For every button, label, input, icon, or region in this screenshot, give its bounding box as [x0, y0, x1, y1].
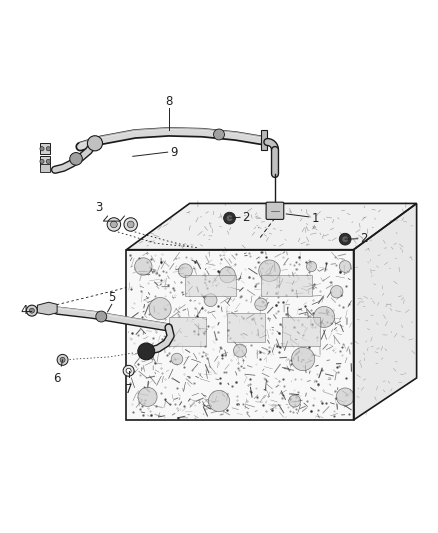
Circle shape — [208, 391, 230, 411]
Circle shape — [110, 221, 117, 228]
Circle shape — [336, 388, 354, 406]
Circle shape — [255, 298, 267, 311]
Bar — [261, 275, 311, 296]
Circle shape — [127, 221, 134, 228]
Polygon shape — [261, 130, 267, 150]
Circle shape — [339, 261, 351, 272]
Circle shape — [219, 267, 235, 283]
Text: 7: 7 — [125, 383, 132, 397]
Circle shape — [107, 217, 120, 231]
Circle shape — [307, 261, 317, 272]
Circle shape — [26, 305, 37, 316]
Text: 5: 5 — [108, 290, 116, 303]
Text: 2: 2 — [242, 211, 250, 224]
Text: 2: 2 — [360, 232, 368, 245]
Circle shape — [60, 357, 65, 362]
Circle shape — [339, 233, 351, 245]
Polygon shape — [127, 204, 417, 249]
Circle shape — [331, 286, 343, 298]
Circle shape — [40, 159, 44, 164]
Text: 4: 4 — [21, 304, 28, 317]
Bar — [169, 317, 206, 346]
Circle shape — [57, 354, 68, 365]
Circle shape — [138, 387, 157, 406]
Circle shape — [314, 306, 335, 327]
Text: 1: 1 — [311, 212, 319, 225]
Bar — [40, 156, 49, 167]
Circle shape — [233, 344, 247, 357]
Circle shape — [138, 343, 155, 360]
Circle shape — [342, 236, 348, 242]
Circle shape — [88, 136, 102, 151]
Circle shape — [226, 215, 233, 221]
Circle shape — [124, 217, 138, 231]
Polygon shape — [127, 249, 353, 420]
Circle shape — [289, 395, 300, 407]
Polygon shape — [353, 204, 417, 420]
Text: 9: 9 — [171, 146, 178, 159]
Circle shape — [70, 152, 82, 165]
Circle shape — [224, 212, 235, 224]
Circle shape — [149, 297, 171, 320]
Circle shape — [126, 368, 131, 373]
Circle shape — [46, 147, 50, 151]
Bar — [227, 313, 265, 342]
Circle shape — [134, 258, 152, 275]
Text: 6: 6 — [53, 372, 61, 385]
Bar — [282, 317, 320, 346]
Text: 3: 3 — [95, 201, 103, 214]
Circle shape — [46, 159, 50, 164]
Circle shape — [96, 311, 107, 322]
Bar — [40, 164, 49, 172]
Bar — [40, 143, 49, 154]
Polygon shape — [37, 302, 57, 315]
FancyBboxPatch shape — [266, 202, 284, 220]
Circle shape — [204, 294, 217, 306]
Circle shape — [29, 308, 35, 313]
Circle shape — [291, 348, 315, 370]
Circle shape — [178, 264, 192, 278]
Circle shape — [214, 129, 224, 140]
Circle shape — [171, 353, 183, 365]
Circle shape — [123, 365, 134, 376]
Circle shape — [40, 147, 44, 151]
Circle shape — [259, 260, 280, 281]
Text: 8: 8 — [166, 94, 173, 108]
Bar — [185, 275, 236, 296]
